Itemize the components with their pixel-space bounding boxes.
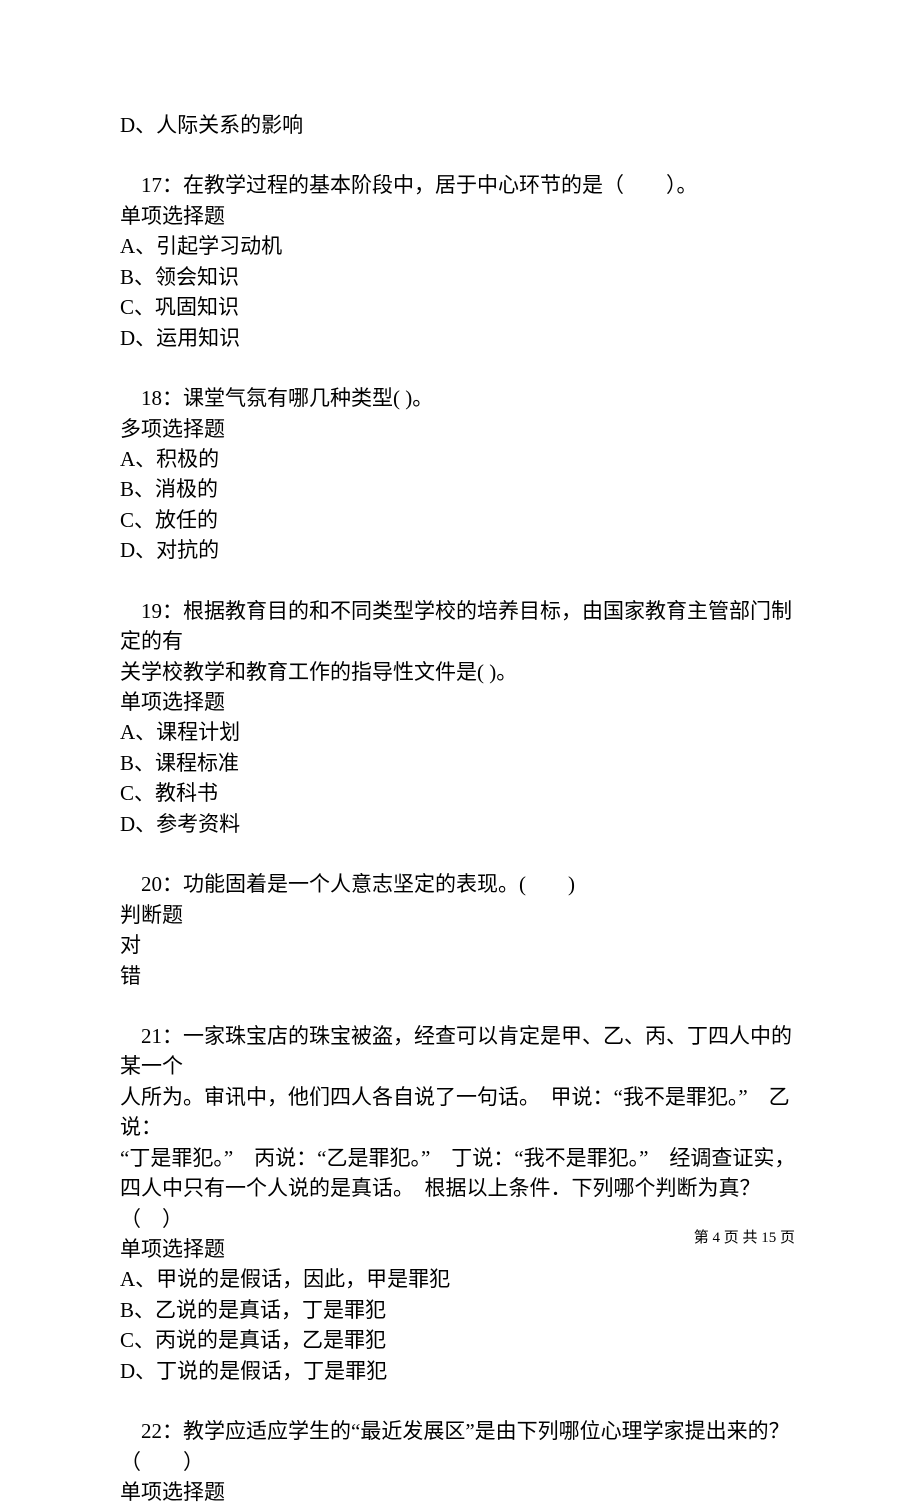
- q17-option-c: C、巩固知识: [120, 292, 800, 322]
- q19-type: 单项选择题: [120, 687, 800, 717]
- footer-suffix: 页: [776, 1230, 795, 1246]
- q17-block: 17：在教学过程的基本阶段中，居于中心环节的是（ ）。 单项选择题 A、引起学习…: [120, 170, 800, 353]
- q16-option-d: D、人际关系的影响: [120, 110, 800, 140]
- q17-type: 单项选择题: [120, 201, 800, 231]
- q20-type: 判断题: [120, 900, 800, 930]
- footer-current: 4: [712, 1230, 720, 1246]
- q19-block: 19：根据教育目的和不同类型学校的培养目标，由国家教育主管部门制定的有 关学校教…: [120, 596, 800, 840]
- footer-total: 15: [761, 1230, 776, 1246]
- q18-option-a: A、积极的: [120, 444, 800, 474]
- q18-block: 18：课堂气氛有哪几种类型( )。 多项选择题 A、积极的 B、消极的 C、放任…: [120, 383, 800, 566]
- q20-stem: 20：功能固着是一个人意志坚定的表现。( ): [120, 869, 800, 899]
- q19-stem-line1: 19：根据教育目的和不同类型学校的培养目标，由国家教育主管部门制定的有: [120, 596, 800, 657]
- q20-false: 错: [120, 961, 800, 991]
- q18-option-c: C、放任的: [120, 505, 800, 535]
- q21-option-c: C、丙说的是真话，乙是罪犯: [120, 1325, 800, 1355]
- q21-option-a: A、甲说的是假话，因此，甲是罪犯: [120, 1264, 800, 1294]
- footer-mid: 页 共: [720, 1230, 761, 1246]
- q18-option-b: B、消极的: [120, 474, 800, 504]
- q19-option-c: C、教科书: [120, 778, 800, 808]
- q18-type: 多项选择题: [120, 414, 800, 444]
- q21-option-d: D、丁说的是假话，丁是罪犯: [120, 1356, 800, 1386]
- q19-option-d: D、参考资料: [120, 809, 800, 839]
- page-footer: 第 4 页 共 15 页: [694, 1228, 795, 1250]
- exam-page: D、人际关系的影响 17：在教学过程的基本阶段中，居于中心环节的是（ ）。 单项…: [0, 0, 920, 1302]
- q19-option-b: B、课程标准: [120, 748, 800, 778]
- q21-stem-line1: 21：一家珠宝店的珠宝被盗，经查可以肯定是甲、乙、丙、丁四人中的某一个: [120, 1021, 800, 1082]
- q21-stem-line2: 人所为。审讯中，他们四人各自说了一句话。 甲说：“我不是罪犯。” 乙说：: [120, 1082, 800, 1143]
- q21-stem-line3: “丁是罪犯。” 丙说：“乙是罪犯。” 丁说：“我不是罪犯。” 经调查证实，: [120, 1143, 800, 1173]
- q17-option-d: D、运用知识: [120, 323, 800, 353]
- q20-true: 对: [120, 930, 800, 960]
- q21-stem-line4: 四人中只有一个人说的是真话。 根据以上条件．下列哪个判断为真？（ ）: [120, 1173, 800, 1234]
- q21-option-b: B、乙说的是真话，丁是罪犯: [120, 1295, 800, 1325]
- footer-prefix: 第: [694, 1230, 713, 1246]
- spacer: [120, 839, 800, 869]
- q21-block: 21：一家珠宝店的珠宝被盗，经查可以肯定是甲、乙、丙、丁四人中的某一个 人所为。…: [120, 1021, 800, 1386]
- spacer: [120, 1386, 800, 1416]
- spacer: [120, 353, 800, 383]
- q19-option-a: A、课程计划: [120, 717, 800, 747]
- q20-block: 20：功能固着是一个人意志坚定的表现。( ) 判断题 对 错: [120, 869, 800, 991]
- q17-option-b: B、领会知识: [120, 262, 800, 292]
- q19-stem-line2: 关学校教学和教育工作的指导性文件是( )。: [120, 657, 800, 687]
- q17-stem: 17：在教学过程的基本阶段中，居于中心环节的是（ ）。: [120, 170, 800, 200]
- q16-trailing-option: D、人际关系的影响: [120, 110, 800, 140]
- q22-stem: 22：教学应适应学生的“最近发展区”是由下列哪位心理学家提出来的？（ ）: [120, 1416, 800, 1477]
- q22-type: 单项选择题: [120, 1477, 800, 1507]
- q18-option-d: D、对抗的: [120, 535, 800, 565]
- spacer: [120, 991, 800, 1021]
- spacer: [120, 566, 800, 596]
- q22-block: 22：教学应适应学生的“最近发展区”是由下列哪位心理学家提出来的？（ ） 单项选…: [120, 1416, 800, 1507]
- q18-stem: 18：课堂气氛有哪几种类型( )。: [120, 383, 800, 413]
- spacer: [120, 140, 800, 170]
- q17-option-a: A、引起学习动机: [120, 231, 800, 261]
